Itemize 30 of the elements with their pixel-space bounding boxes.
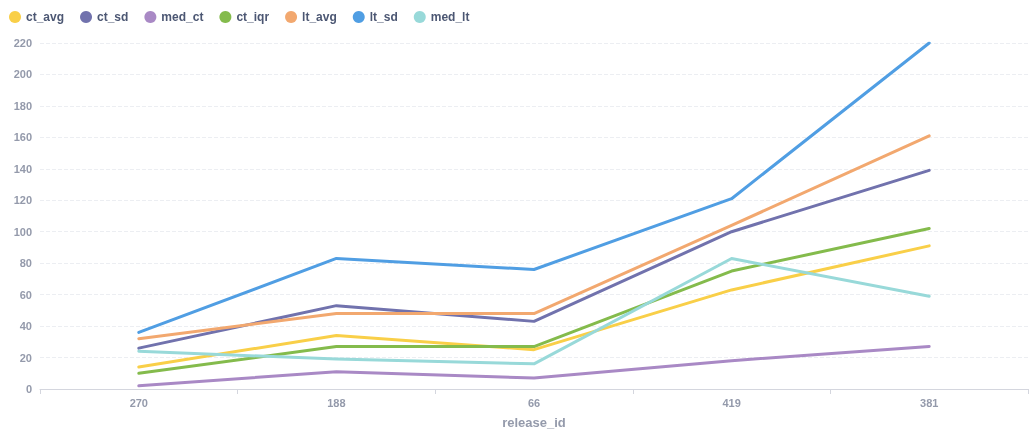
legend-label: ct_sd — [97, 10, 129, 24]
line-series — [137, 41, 931, 334]
x-tick-label: 188 — [327, 396, 346, 409]
legend-label: ct_iqr — [236, 10, 270, 24]
y-tick-label: 160 — [13, 131, 32, 144]
legend-label: ct_avg — [26, 10, 65, 24]
x-tick-label: 66 — [527, 396, 541, 409]
y-tick-label: 60 — [19, 288, 32, 301]
x-tick-label: 270 — [129, 396, 148, 409]
x-tick-label: 419 — [722, 396, 741, 409]
line-series — [137, 227, 931, 375]
y-tick-label: 0 — [25, 383, 32, 395]
legend-label: med_lt — [430, 10, 470, 24]
line-series — [137, 345, 931, 388]
y-tick-label: 220 — [13, 37, 32, 49]
y-tick-label: 140 — [13, 162, 32, 175]
x-tick-label: 381 — [920, 396, 939, 409]
y-tick-label: 20 — [19, 351, 32, 364]
y-tick-label: 180 — [13, 99, 32, 112]
line-series — [137, 134, 931, 341]
y-tick-label: 200 — [13, 68, 32, 81]
legend-label: med_ct — [161, 10, 204, 24]
y-tick-label: 100 — [13, 225, 32, 238]
y-tick-label: 80 — [19, 257, 32, 270]
legend-label: lt_sd — [369, 10, 398, 24]
legend-label: lt_avg — [302, 10, 337, 24]
y-tick-label: 120 — [13, 194, 32, 207]
y-tick-label: 40 — [19, 320, 32, 333]
x-axis-title: release_id — [502, 415, 566, 430]
line-series — [137, 168, 931, 350]
